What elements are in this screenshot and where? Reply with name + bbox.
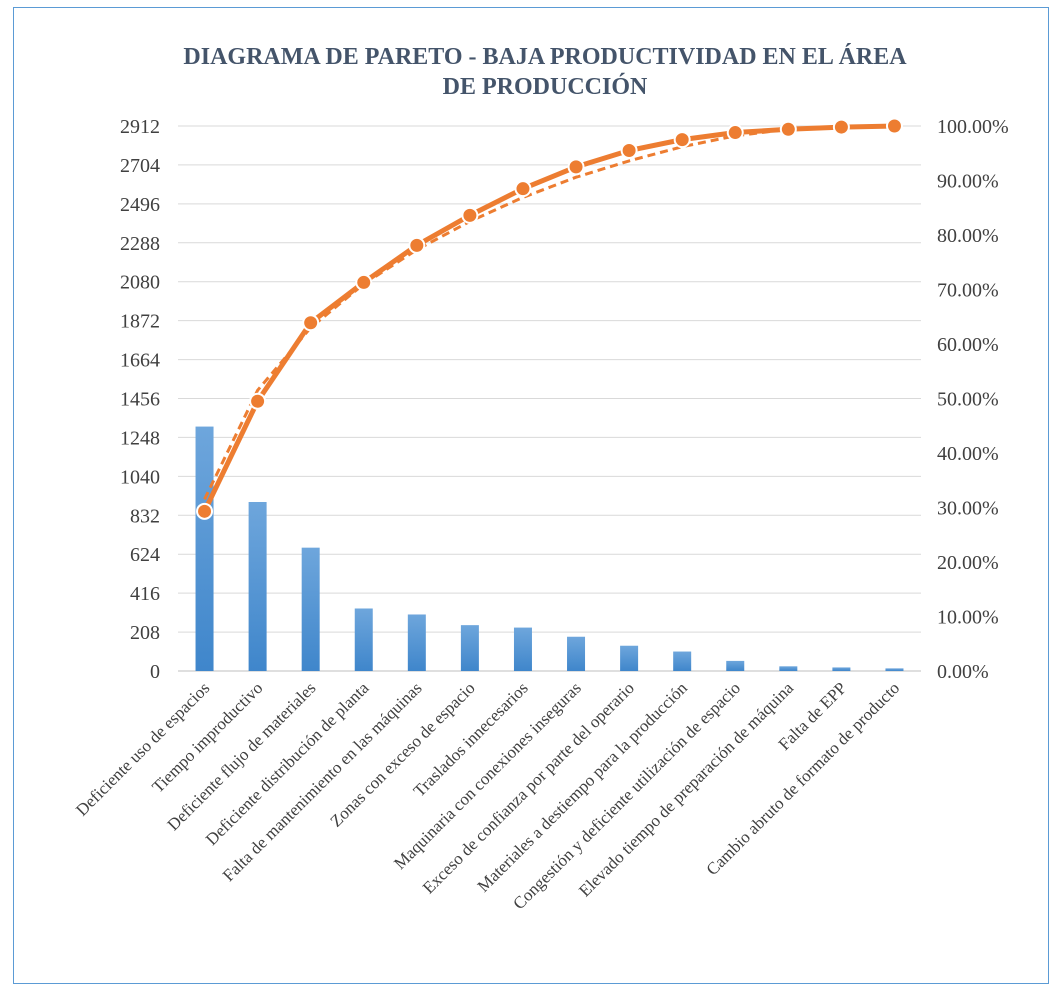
left-axis-tick-label: 624 xyxy=(130,544,160,566)
right-axis-tick-label: 70.00% xyxy=(937,280,999,302)
left-axis-tick-label: 1664 xyxy=(120,350,160,372)
right-axis-tick-label: 80.00% xyxy=(937,225,999,247)
cumulative-point xyxy=(620,142,638,160)
right-axis-tick-label: 30.00% xyxy=(937,498,999,520)
right-axis-tick-label: 90.00% xyxy=(937,171,999,193)
trend-line-path xyxy=(203,124,895,500)
left-axis-tick-label: 2080 xyxy=(120,272,160,294)
cumulative-point xyxy=(461,206,479,224)
bar-series xyxy=(195,426,904,671)
bar xyxy=(567,636,586,671)
trend-line xyxy=(203,124,895,500)
left-axis-tick-label: 2912 xyxy=(120,116,160,138)
cumulative-point xyxy=(567,158,585,176)
right-axis: 0.00% 10.00% 20.00% 30.00% 40.00% 50.00% 60.00… xyxy=(937,116,1009,683)
left-axis-tick-label: 0 xyxy=(150,661,160,683)
cumulative-point xyxy=(673,131,691,149)
bar xyxy=(779,666,798,671)
bar xyxy=(513,627,532,671)
cumulative-point xyxy=(779,120,797,138)
left-axis-tick-label: 2704 xyxy=(120,155,160,177)
right-axis-tick-label: 50.00% xyxy=(937,389,999,411)
bar xyxy=(301,547,320,671)
cumulative-point xyxy=(302,314,320,332)
right-axis-tick-label: 40.00% xyxy=(937,443,999,465)
left-axis-tick-label: 832 xyxy=(130,505,160,527)
chart-title-line-2: DE PRODUCCIÓN xyxy=(443,73,648,100)
bar xyxy=(620,645,639,671)
bar xyxy=(673,651,692,671)
left-axis-tick-label: 2288 xyxy=(120,233,160,255)
right-axis-tick-label: 100.00% xyxy=(937,116,1009,138)
cumulative-line-path xyxy=(202,123,895,513)
right-axis-tick-label: 10.00% xyxy=(937,607,999,629)
left-axis-tick-label: 2496 xyxy=(120,194,160,216)
right-axis-tick-label: 0.00% xyxy=(937,661,989,683)
cumulative-point xyxy=(196,502,214,520)
cumulative-point xyxy=(885,117,903,135)
category-label: Cambio abruto de formato de producto xyxy=(703,678,904,879)
cumulative-point xyxy=(832,118,850,136)
bar xyxy=(726,660,745,671)
chart-title-line-1: DIAGRAMA DE PARETO - BAJA PRODUCTIVIDAD … xyxy=(183,44,907,70)
bar xyxy=(407,614,426,671)
gridlines xyxy=(178,125,921,672)
bar xyxy=(195,426,214,671)
bar xyxy=(354,608,373,671)
left-axis-tick-label: 208 xyxy=(130,622,160,644)
bar xyxy=(248,501,267,671)
pareto-chart: DIAGRAMA DE PARETO - BAJA PRODUCTIVIDAD … xyxy=(72,44,1009,913)
left-axis-tick-label: 1040 xyxy=(120,466,160,488)
category-label: Maquinaria con conexiones inseguras xyxy=(390,678,585,873)
bar xyxy=(885,668,904,671)
left-axis-tick-label: 1248 xyxy=(120,427,160,449)
chart-frame: DIAGRAMA DE PARETO - BAJA PRODUCTIVIDAD … xyxy=(13,7,1049,984)
cumulative-line xyxy=(196,117,903,520)
cumulative-point xyxy=(514,180,532,198)
right-axis-tick-label: 60.00% xyxy=(937,334,999,356)
left-axis-tick-label: 1456 xyxy=(120,389,160,411)
left-axis: 0 208 416 624 832 1040 1248 1456 1664 1872 2080 228… xyxy=(120,116,160,683)
bar xyxy=(460,625,479,671)
bar xyxy=(832,667,851,671)
right-axis-tick-label: 20.00% xyxy=(937,552,999,574)
left-axis-tick-label: 416 xyxy=(130,583,160,605)
cumulative-point xyxy=(408,236,426,254)
cumulative-point xyxy=(249,392,267,410)
left-axis-tick-label: 1872 xyxy=(120,311,160,333)
cumulative-point xyxy=(355,273,373,291)
cumulative-point xyxy=(726,124,744,142)
